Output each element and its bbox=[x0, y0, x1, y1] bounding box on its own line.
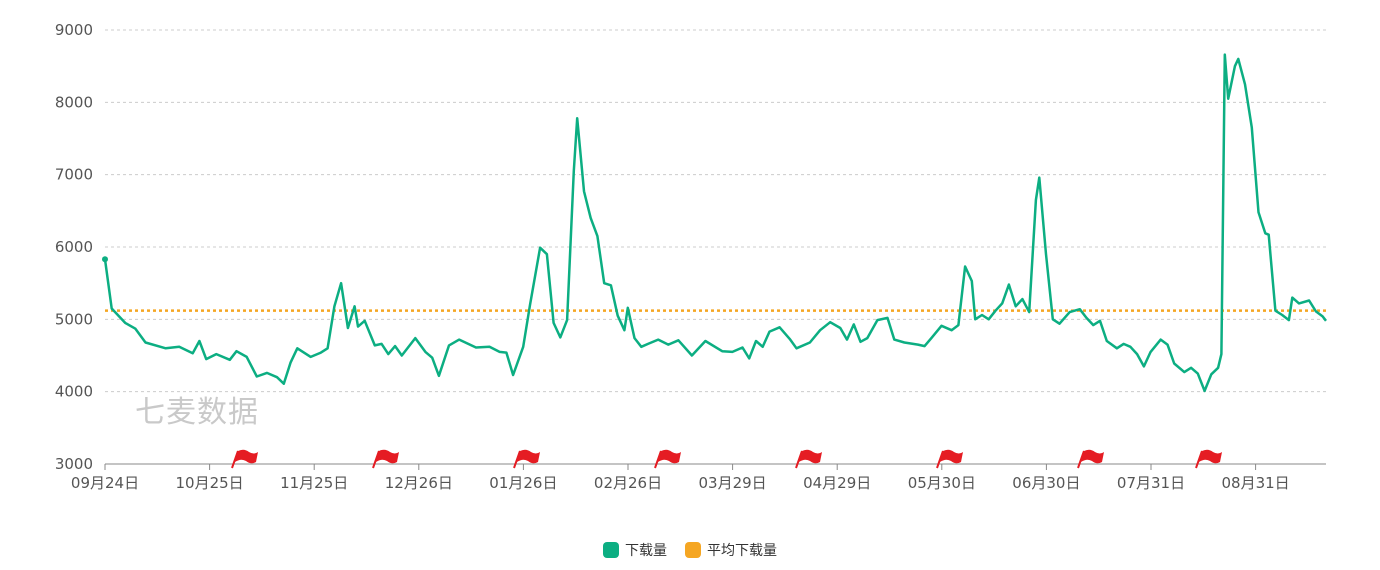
flag-icon[interactable] bbox=[513, 449, 540, 469]
legend-item-average[interactable]: 平均下载量 bbox=[685, 540, 777, 560]
x-tick-label: 12月26日 bbox=[385, 474, 453, 492]
y-tick-label: 3000 bbox=[55, 455, 93, 473]
flag-icon[interactable] bbox=[936, 449, 963, 469]
x-tick-label: 09月24日 bbox=[71, 474, 139, 492]
watermark-text: 七麦数据 bbox=[135, 395, 259, 430]
release-flags bbox=[231, 449, 1222, 469]
flag-icon[interactable] bbox=[654, 449, 681, 469]
flag-icon[interactable] bbox=[1077, 449, 1104, 469]
x-tick-label: 06月30日 bbox=[1012, 474, 1080, 492]
x-tick-label: 03月29日 bbox=[699, 474, 767, 492]
legend-swatch-downloads bbox=[603, 542, 619, 558]
series-start-point bbox=[102, 256, 108, 263]
y-tick-label: 5000 bbox=[55, 310, 93, 328]
x-tick-label: 02月26日 bbox=[594, 474, 662, 492]
flag-icon[interactable] bbox=[231, 449, 258, 469]
x-tick-label: 05月30日 bbox=[908, 474, 976, 492]
x-tick-label: 10月25日 bbox=[176, 474, 244, 492]
y-tick-label: 9000 bbox=[55, 21, 93, 39]
x-tick-label: 07月31日 bbox=[1117, 474, 1185, 492]
y-tick-label: 7000 bbox=[55, 166, 93, 184]
x-tick-label: 04月29日 bbox=[803, 474, 871, 492]
legend-label-average: 平均下载量 bbox=[707, 543, 777, 559]
grid-lines bbox=[105, 29, 1326, 393]
x-tick-label: 08月31日 bbox=[1222, 474, 1290, 492]
flag-icon[interactable] bbox=[1195, 449, 1222, 469]
flag-icon[interactable] bbox=[795, 449, 822, 469]
legend-label-downloads: 下载量 bbox=[625, 543, 667, 559]
x-tick-label: 11月25日 bbox=[280, 474, 348, 492]
legend-swatch-average bbox=[685, 542, 701, 558]
y-tick-label: 4000 bbox=[55, 383, 93, 401]
y-axis-ticks: 3000 4000 5000 6000 7000 8000 9000 bbox=[55, 21, 93, 473]
legend: 下载量 平均下载量 bbox=[0, 540, 1380, 560]
legend-item-downloads[interactable]: 下载量 bbox=[603, 540, 667, 560]
y-tick-label: 6000 bbox=[55, 238, 93, 256]
flag-icon[interactable] bbox=[372, 449, 399, 469]
x-tick-label: 01月26日 bbox=[489, 474, 557, 492]
x-axis-ticks: 09月24日 10月25日 11月25日 12月26日 01月26日 02月26日 03月2… bbox=[71, 464, 1290, 492]
y-tick-label: 8000 bbox=[55, 93, 93, 111]
series-line-downloads bbox=[103, 53, 1327, 393]
